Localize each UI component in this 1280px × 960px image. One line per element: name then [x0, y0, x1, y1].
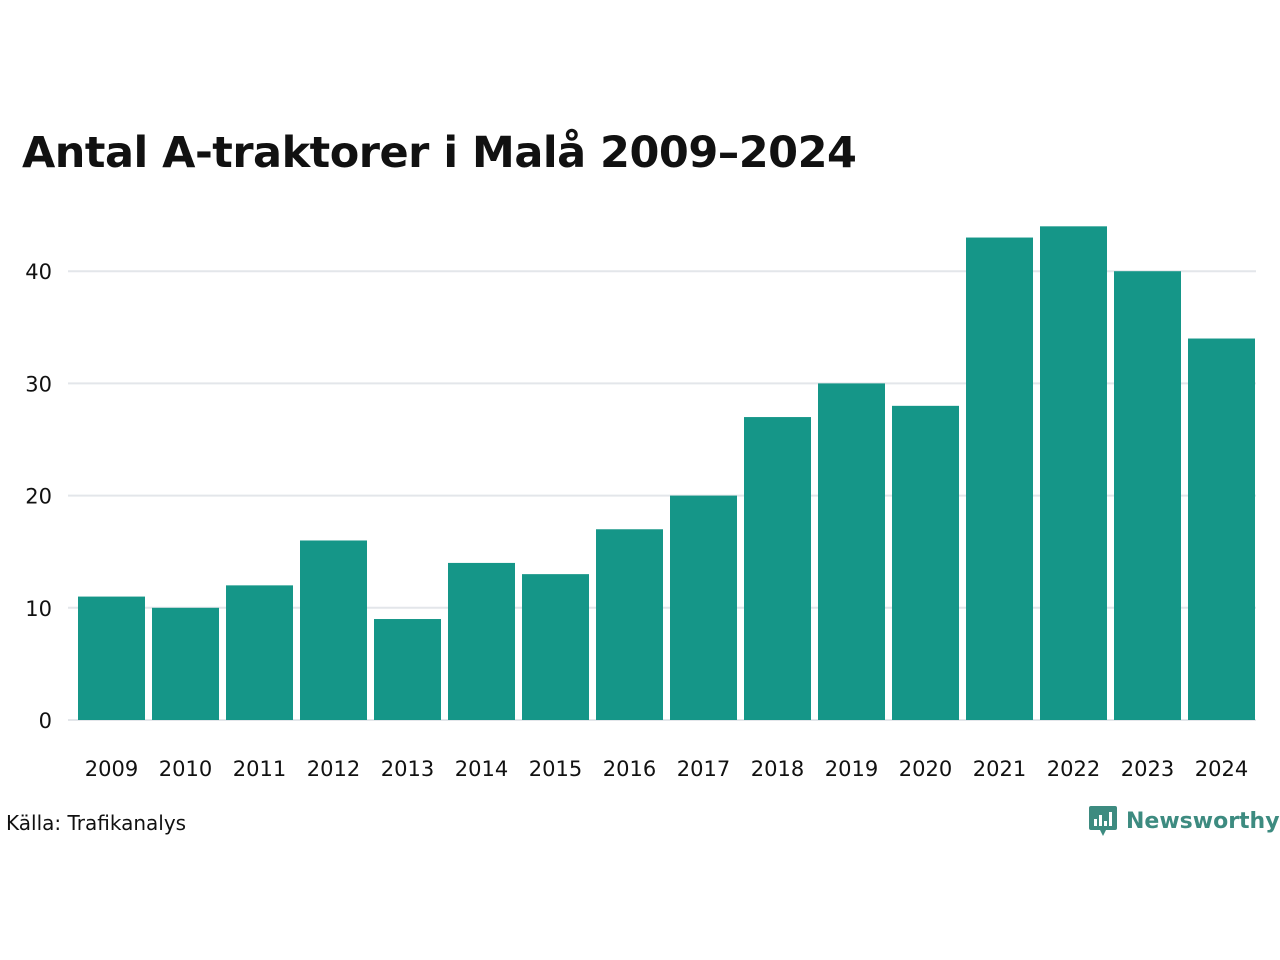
- bar-2021: [966, 237, 1033, 721]
- x-tick-label: 2023: [1121, 757, 1174, 781]
- brand-name: Newsworthy: [1126, 808, 1280, 834]
- bars: [78, 226, 1255, 721]
- x-axis-ticks: 2009 2010 2011 2012 2013 2014 2015 2016 2017 2018…: [85, 757, 1248, 781]
- bar-2017: [670, 495, 737, 720]
- source-note: Källa: Trafikanalys: [6, 811, 187, 835]
- bar-2009: [78, 596, 145, 720]
- y-tick-label: 30: [25, 372, 52, 396]
- y-tick-label: 10: [25, 597, 52, 621]
- y-tick-label: 20: [25, 485, 52, 509]
- bar-2014: [448, 562, 515, 720]
- y-tick-label: 0: [39, 709, 52, 733]
- x-tick-label: 2016: [603, 757, 656, 781]
- bar-2022: [1040, 226, 1107, 720]
- bar-2010: [152, 607, 219, 720]
- bar-2015: [522, 574, 589, 720]
- y-tick-label: 40: [25, 260, 52, 284]
- x-tick-label: 2021: [973, 757, 1026, 781]
- x-tick-label: 2017: [677, 757, 730, 781]
- bar-2019: [818, 383, 885, 720]
- x-tick-label: 2013: [381, 757, 434, 781]
- x-tick-label: 2012: [307, 757, 360, 781]
- bar-2024: [1188, 338, 1255, 720]
- y-axis-ticks: 0 10 20 30 40: [25, 260, 52, 733]
- bar-2023: [1114, 271, 1181, 720]
- x-tick-label: 2018: [751, 757, 804, 781]
- newsworthy-chart-bubble-icon: [1089, 806, 1117, 836]
- bar-2011: [226, 585, 293, 720]
- x-tick-label: 2015: [529, 757, 582, 781]
- x-tick-label: 2011: [233, 757, 286, 781]
- x-tick-label: 2019: [825, 757, 878, 781]
- x-tick-label: 2022: [1047, 757, 1100, 781]
- chart-title: Antal A-traktorer i Malå 2009–2024: [22, 128, 857, 178]
- newsworthy-logo: Newsworthy: [1088, 804, 1280, 838]
- bar-2016: [596, 529, 663, 720]
- bar-2013: [374, 619, 441, 720]
- bar-2020: [892, 405, 959, 720]
- x-tick-label: 2014: [455, 757, 508, 781]
- x-tick-label: 2024: [1195, 757, 1248, 781]
- bar-2018: [744, 417, 811, 720]
- x-tick-label: 2010: [159, 757, 212, 781]
- x-tick-label: 2020: [899, 757, 952, 781]
- bar-2012: [300, 540, 367, 720]
- x-tick-label: 2009: [85, 757, 138, 781]
